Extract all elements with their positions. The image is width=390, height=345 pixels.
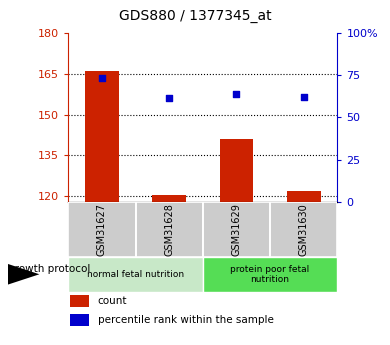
Text: GSM31627: GSM31627 <box>97 203 107 256</box>
Bar <box>70 295 89 307</box>
Text: GDS880 / 1377345_at: GDS880 / 1377345_at <box>119 9 271 23</box>
Bar <box>136 202 203 257</box>
Bar <box>270 202 337 257</box>
Text: normal fetal nutrition: normal fetal nutrition <box>87 270 184 279</box>
Point <box>166 96 172 101</box>
Bar <box>152 195 186 202</box>
Text: GSM31628: GSM31628 <box>164 203 174 256</box>
Text: protein poor fetal
nutrition: protein poor fetal nutrition <box>230 265 310 284</box>
Bar <box>203 257 337 292</box>
Text: count: count <box>98 296 127 306</box>
Text: GSM31630: GSM31630 <box>299 203 309 256</box>
Bar <box>68 257 203 292</box>
Bar <box>70 314 89 326</box>
Text: percentile rank within the sample: percentile rank within the sample <box>98 315 273 325</box>
Bar <box>220 139 253 202</box>
Bar <box>68 202 136 257</box>
Bar <box>287 191 321 202</box>
Bar <box>203 202 270 257</box>
Point <box>233 91 239 97</box>
Point <box>301 94 307 100</box>
Point <box>99 75 105 80</box>
Bar <box>85 71 119 202</box>
Polygon shape <box>8 264 39 285</box>
Text: GSM31629: GSM31629 <box>231 203 241 256</box>
Text: growth protocol: growth protocol <box>8 264 90 274</box>
